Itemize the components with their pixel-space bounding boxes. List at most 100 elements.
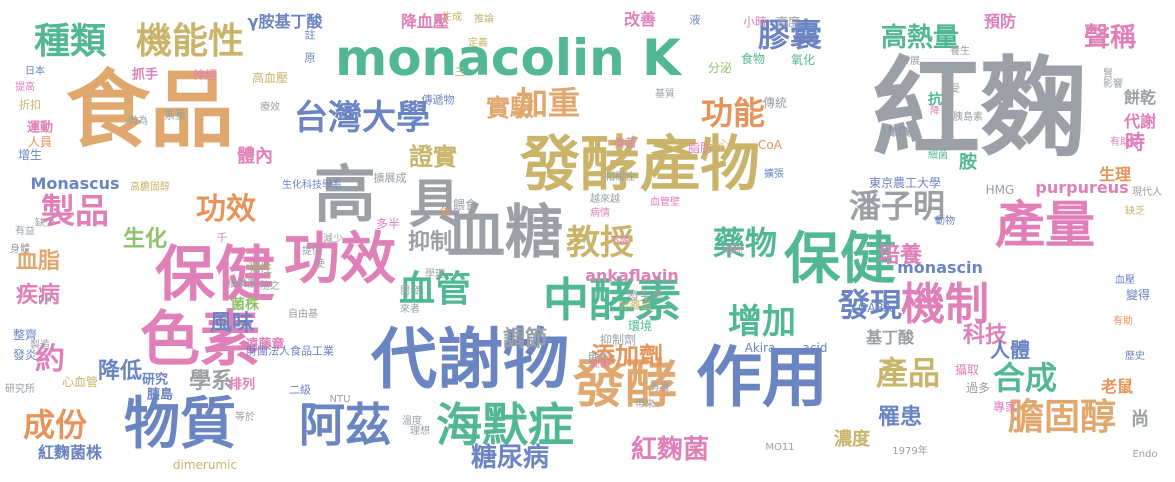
word-161: 有益	[15, 226, 35, 237]
word-103: 整齊	[12, 328, 38, 342]
word-145: 高膽固醇	[130, 182, 170, 193]
word-76: 尚	[1131, 409, 1149, 430]
word-150: 年	[439, 205, 451, 219]
word-180: 產業	[890, 127, 910, 138]
word-143: 細菌	[928, 150, 948, 161]
word-81: Akira	[744, 341, 776, 355]
word-60: ankaflavin	[585, 266, 679, 285]
word-59: monascin	[897, 258, 983, 277]
word-38: 合成	[992, 359, 1058, 397]
word-50: 血脂	[15, 249, 61, 274]
word-79: 東京農工大學	[868, 176, 942, 190]
word-52: 風味	[209, 311, 255, 336]
word-176: 溫度	[402, 416, 422, 427]
word-151: 千	[216, 231, 228, 245]
word-57: 罹患	[877, 405, 923, 430]
word-100: 運動	[26, 120, 54, 136]
word-83: HMG	[985, 183, 1015, 197]
word-61: purpureus	[1035, 178, 1129, 197]
word-115: 攝取	[954, 363, 980, 377]
word-27: 聲稱	[1083, 23, 1137, 53]
word-69: 生理	[1098, 165, 1132, 184]
word-75: 菌株	[231, 297, 259, 313]
word-179: 黃色素	[885, 128, 915, 139]
word-91: 遠藤章	[245, 337, 285, 353]
word-28: 教授	[566, 223, 634, 263]
word-189: 使	[315, 259, 325, 270]
word-135: 抑制劑	[599, 333, 637, 347]
word-72: 胺	[959, 152, 977, 173]
word-20: 種類	[33, 21, 107, 62]
word-111: 氧化	[790, 53, 816, 67]
word-155: 三	[454, 65, 466, 79]
word-0: 紅麴	[871, 47, 1089, 172]
word-182: 療效	[260, 102, 280, 113]
word-112: 分泌	[707, 61, 733, 75]
word-156: 生成	[442, 12, 462, 23]
word-43: 證實	[409, 143, 457, 171]
word-67: 時	[1125, 130, 1145, 154]
word-37: 產品	[875, 354, 941, 392]
word-190: 受	[950, 84, 960, 95]
word-70: 餅乾	[1123, 88, 1157, 107]
word-32: 增加	[728, 302, 796, 342]
word-80: GABA	[858, 301, 892, 315]
word-118: 血壓	[1115, 275, 1135, 286]
word-11: 色素	[140, 305, 260, 375]
word-132: 發生率	[626, 289, 664, 303]
word-82: acid	[802, 341, 828, 355]
word-163: pH	[38, 294, 52, 305]
word-114: 小時	[742, 15, 768, 29]
word-149: 二級	[289, 383, 311, 397]
word-166: 減少	[323, 234, 343, 245]
word-88: 研究	[141, 372, 169, 388]
word-92: 自由基	[288, 309, 318, 320]
word-42: 紅麴菌	[630, 435, 710, 465]
word-99: 高血壓	[251, 71, 289, 85]
word-113: 高度	[775, 15, 801, 29]
word-129: 病情	[590, 208, 610, 219]
word-33: 發現	[837, 286, 903, 324]
word-165: 製造	[30, 340, 50, 351]
word-137: 促使	[590, 359, 610, 370]
word-86: Endo	[1132, 449, 1158, 460]
word-77: 老鼠	[1100, 377, 1134, 396]
word-78: 紅麴菌株	[37, 443, 103, 462]
word-160: 提高	[15, 82, 35, 93]
word-35: 功效	[196, 192, 256, 227]
word-46: 添加劑	[591, 342, 663, 370]
word-4: 發酵產物	[520, 130, 760, 200]
word-19: 機制	[901, 279, 989, 330]
word-153: 原	[304, 51, 316, 65]
word-31: 血管	[398, 269, 472, 310]
word-24: 功能	[700, 94, 766, 132]
word-138: 眞菌	[614, 136, 636, 150]
word-1: 食品	[65, 61, 235, 159]
word-187: 橋樂素	[227, 279, 257, 290]
word-15: 發酵	[572, 355, 678, 415]
word-98: 神經	[192, 68, 218, 82]
word-71: 抗	[928, 92, 942, 108]
word-85: dimerumic	[172, 458, 238, 472]
word-101: 人員	[27, 135, 53, 149]
word-125: 擴張	[764, 169, 784, 180]
word-128: 下降	[610, 236, 630, 247]
word-124: 缺乏	[1125, 206, 1145, 217]
word-167: NTU	[329, 394, 351, 405]
word-159: 折扣	[19, 98, 41, 112]
word-23: 加重	[515, 84, 581, 122]
word-168: MO11	[765, 442, 795, 453]
word-14: 阿茲	[299, 398, 391, 452]
word-134: 環境	[627, 319, 653, 333]
word-62: Monascus	[30, 174, 120, 193]
word-171: 養生	[950, 46, 970, 57]
word-157: 推論	[474, 14, 494, 25]
word-29: 藥物	[712, 224, 778, 262]
word-56: 人體	[990, 338, 1030, 362]
word-109: 知心	[705, 138, 731, 152]
word-48: 抑制	[407, 230, 453, 255]
word-186: 提供	[302, 246, 322, 257]
word-16: 保健	[784, 227, 896, 292]
word-120: 過多	[965, 381, 991, 395]
word-152: 註	[304, 28, 316, 42]
